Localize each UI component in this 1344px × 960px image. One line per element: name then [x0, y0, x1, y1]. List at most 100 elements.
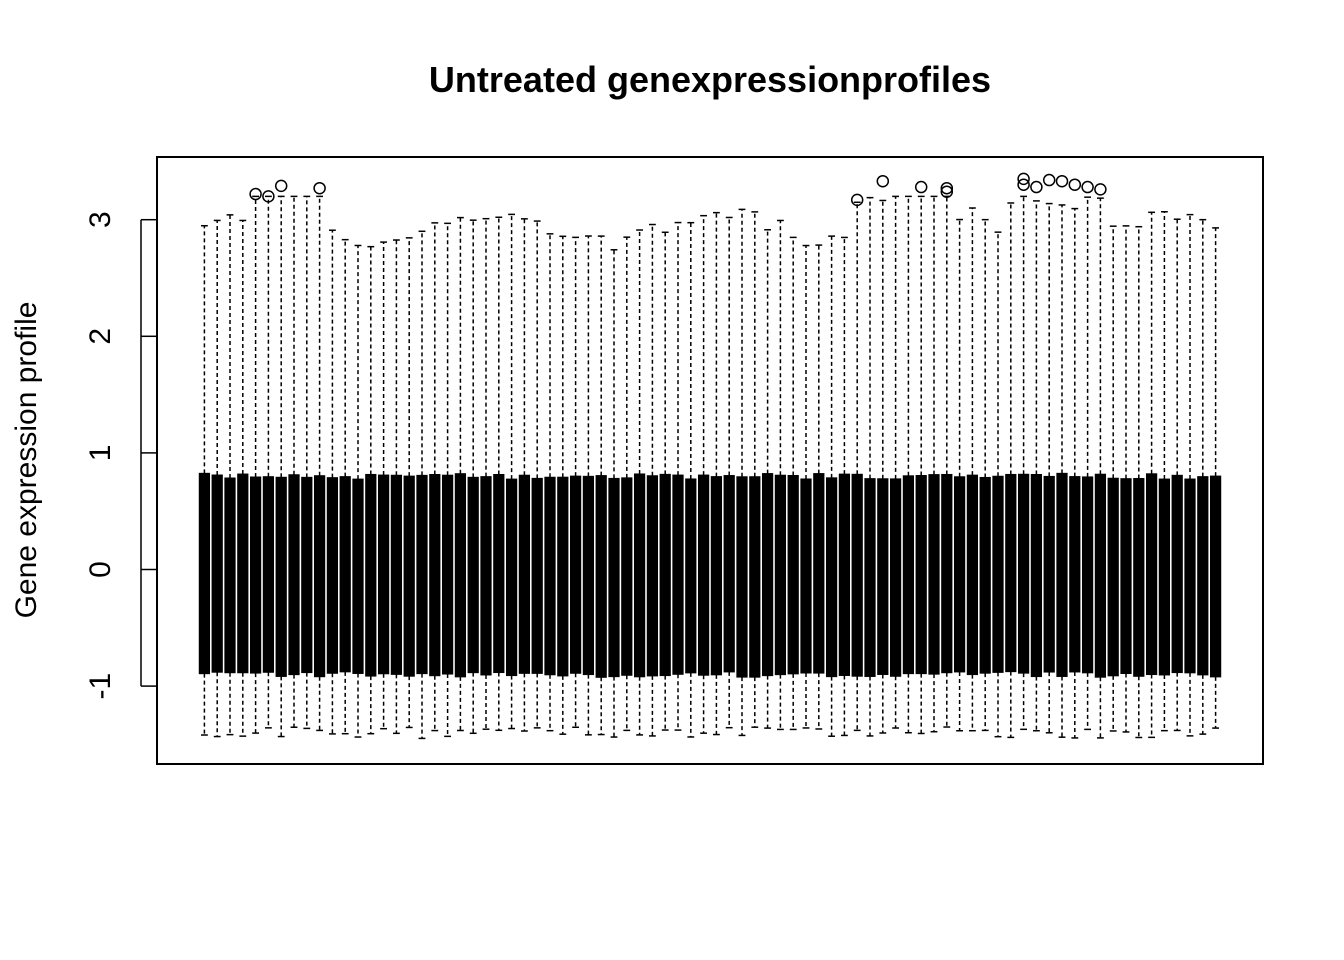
box-6: [262, 195, 275, 729]
box-62: [979, 218, 991, 732]
box-71: [1094, 197, 1107, 739]
box-30: [569, 236, 582, 729]
box-body: [774, 474, 787, 676]
box-16: [390, 239, 403, 735]
box-body: [288, 474, 300, 676]
box-57: [915, 195, 927, 735]
outlier-point: [850, 193, 864, 207]
box-61: [966, 207, 979, 732]
box-5: [249, 195, 262, 734]
box-19: [429, 222, 441, 732]
box-body: [800, 478, 812, 674]
box-10: [313, 195, 326, 732]
box-body: [608, 477, 620, 678]
outlier-point: [249, 187, 262, 201]
box-body: [992, 475, 1004, 673]
box-72: [1107, 225, 1119, 732]
y-tick-label: 2: [84, 328, 117, 345]
box-31: [582, 235, 595, 736]
box-body: [249, 476, 262, 674]
box-54: [877, 199, 889, 734]
box-20: [441, 222, 454, 738]
box-67: [1043, 202, 1055, 734]
box-34: [621, 236, 633, 732]
box-body: [1171, 474, 1183, 674]
box-33: [608, 249, 620, 738]
box-22: [467, 219, 479, 735]
box-29: [557, 235, 569, 735]
box-body: [646, 475, 659, 677]
outlier-point: [1017, 178, 1030, 191]
box-body: [1005, 473, 1017, 673]
box-4: [237, 219, 249, 737]
box-body: [723, 475, 735, 673]
box-63: [992, 231, 1004, 738]
box-41: [710, 211, 723, 736]
box-body: [480, 476, 492, 676]
box-body: [377, 474, 390, 675]
box-45: [761, 229, 774, 729]
outlier-point: [1068, 178, 1082, 191]
outlier-point: [1042, 173, 1056, 187]
plot-area: [198, 172, 1222, 740]
box-1: [198, 224, 211, 736]
box-7: [275, 195, 287, 738]
box-51: [838, 236, 851, 737]
box-body: [582, 475, 595, 676]
box-body: [851, 473, 863, 677]
box-78: [1184, 213, 1196, 737]
box-64: [1005, 202, 1017, 739]
box-44: [749, 211, 761, 728]
box-39: [685, 221, 697, 738]
box-17: [403, 237, 415, 729]
box-body: [1043, 475, 1055, 673]
box-38: [672, 221, 684, 731]
box-47: [787, 236, 799, 731]
box-75: [1145, 211, 1158, 739]
box-58: [928, 195, 940, 733]
box-27: [531, 220, 543, 729]
outlier-point: [1030, 180, 1043, 194]
box-2: [211, 219, 223, 738]
box-60: [953, 218, 966, 732]
outlier-point: [313, 181, 326, 195]
box-69: [1069, 207, 1081, 739]
y-tick-label: 3: [84, 211, 117, 228]
box-body: [915, 474, 927, 675]
box-body: [1145, 473, 1158, 676]
box-body: [902, 475, 915, 675]
box-73: [1120, 225, 1132, 733]
plot-frame: [156, 156, 1264, 765]
box-body: [1197, 476, 1209, 676]
box-52: [851, 201, 863, 732]
box-9: [301, 195, 313, 730]
y-tick-label: -1: [84, 673, 117, 700]
box-59: [941, 195, 953, 728]
box-53: [864, 196, 876, 737]
box-68: [1056, 204, 1068, 738]
box-66: [1030, 200, 1043, 732]
box-40: [697, 214, 710, 734]
box-23: [480, 217, 492, 730]
box-50: [825, 235, 838, 737]
outlier-point: [1094, 183, 1107, 196]
box-65: [1017, 195, 1030, 731]
box-14: [365, 245, 377, 735]
box-body: [941, 473, 953, 674]
box-body: [403, 475, 415, 677]
box-79: [1197, 218, 1209, 735]
box-body: [429, 474, 441, 677]
box-body: [1081, 476, 1094, 674]
outlier-point: [940, 185, 954, 198]
box-46: [774, 219, 787, 731]
box-32: [595, 235, 607, 736]
y-axis-label: Gene expression profile: [10, 302, 43, 619]
outlier-point: [1055, 174, 1069, 188]
outlier-point: [1081, 180, 1094, 194]
box-28: [544, 233, 556, 732]
y-tick-label: 0: [84, 561, 117, 578]
outlier-point: [876, 174, 890, 188]
box-8: [288, 195, 300, 728]
y-tick-label: 1: [84, 445, 117, 462]
box-77: [1171, 218, 1183, 732]
